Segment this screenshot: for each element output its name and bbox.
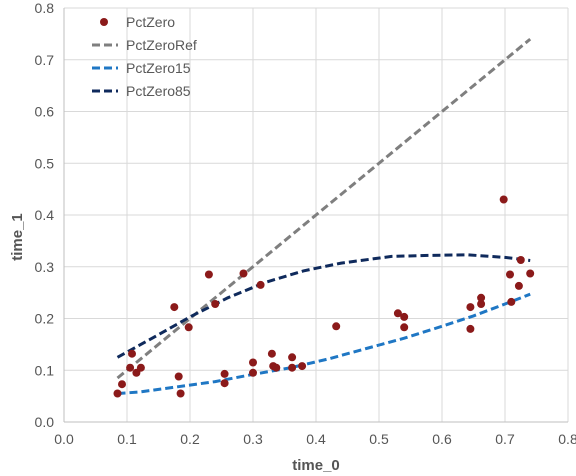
- data-point-pctzero: [477, 293, 486, 302]
- data-point-pctzero: [118, 380, 126, 389]
- y-tick-label: 0.4: [35, 207, 55, 223]
- data-point-pctzero: [272, 363, 281, 372]
- data-point-pctzero: [170, 303, 179, 312]
- data-point-pctzero: [288, 353, 297, 362]
- data-point-pctzero: [267, 349, 276, 358]
- data-point-pctzero: [113, 389, 122, 398]
- y-tick-label: 0.5: [35, 155, 55, 171]
- data-point-pctzero: [184, 323, 193, 332]
- data-point-pctzero: [466, 324, 475, 333]
- y-axis-title: time_1: [9, 213, 26, 261]
- y-tick-label: 0.8: [35, 0, 55, 16]
- data-point-pctzero: [400, 323, 409, 332]
- data-point-pctzero: [298, 362, 307, 371]
- scatter-points: [113, 195, 535, 398]
- axes: [63, 8, 568, 423]
- data-point-pctzero: [477, 300, 486, 308]
- data-point-pctzero: [514, 281, 523, 290]
- data-point-pctzero: [393, 309, 402, 318]
- x-tick-label: 0.7: [495, 431, 515, 447]
- data-point-pctzero: [136, 363, 145, 372]
- data-point-pctzero: [256, 280, 265, 289]
- data-point-pctzero: [204, 270, 213, 279]
- data-point-pctzero: [128, 349, 136, 358]
- legend-label-pctzero15: PctZero15: [126, 60, 191, 76]
- series-line-pctzero15: [117, 292, 531, 395]
- data-point-pctzero: [466, 303, 475, 312]
- tick-labels: 0.00.0 0.1 0.1 0.2 0.2 0.3 0.3 0.4 0.4 0.5 0.5 0.6 0…: [35, 0, 576, 447]
- data-point-pctzero: [211, 300, 220, 308]
- x-tick-label: 0.8: [558, 431, 576, 447]
- x-tick-label: 0.6: [432, 431, 452, 447]
- data-point-pctzero: [526, 269, 535, 278]
- y-tick-label: 0.6: [35, 104, 55, 120]
- legend-label-pctzeroref: PctZeroRef: [126, 37, 197, 53]
- x-tick-label: 0.3: [243, 431, 263, 447]
- series-line-pctzero85: [116, 253, 531, 359]
- data-point-pctzero: [332, 322, 341, 331]
- data-point-pctzero: [220, 379, 229, 388]
- x-tick-label: 0.1: [117, 431, 137, 447]
- legend-marker-pctzero: [100, 18, 108, 26]
- data-point-pctzero: [174, 372, 183, 381]
- x-tick-label: 0.2: [180, 431, 200, 447]
- legend-label-pctzero: PctZero: [126, 14, 175, 30]
- series-line-pctzeroref: [116, 37, 532, 380]
- y-tick-label: 0.7: [35, 52, 55, 68]
- data-point-pctzero: [400, 312, 409, 321]
- data-point-pctzero: [507, 297, 516, 306]
- data-point-pctzero: [220, 369, 229, 378]
- data-point-pctzero: [499, 195, 508, 204]
- x-tick-label: 0.4: [306, 431, 326, 447]
- series-lines: [116, 37, 532, 395]
- data-point-pctzero: [249, 358, 257, 367]
- y-tick-label: 0.0: [35, 414, 55, 430]
- legend: PctZero PctZeroRef PctZero15 PctZero85: [92, 14, 197, 99]
- data-point-pctzero: [516, 256, 525, 264]
- data-point-pctzero: [176, 389, 185, 398]
- data-point-pctzero: [506, 270, 514, 279]
- legend-label-pctzero85: PctZero85: [126, 83, 191, 99]
- data-point-pctzero: [288, 363, 297, 372]
- data-point-pctzero: [126, 363, 135, 372]
- data-point-pctzero: [249, 368, 257, 377]
- x-axis-title: time_0: [292, 457, 340, 474]
- y-tick-label: 0.2: [35, 311, 55, 327]
- y-tick-label: 0.1: [35, 362, 55, 378]
- x-tick-label: 0.0: [54, 431, 74, 447]
- data-point-pctzero: [239, 269, 248, 278]
- x-tick-label: 0.5: [369, 431, 389, 447]
- y-tick-label: 0.3: [35, 259, 55, 275]
